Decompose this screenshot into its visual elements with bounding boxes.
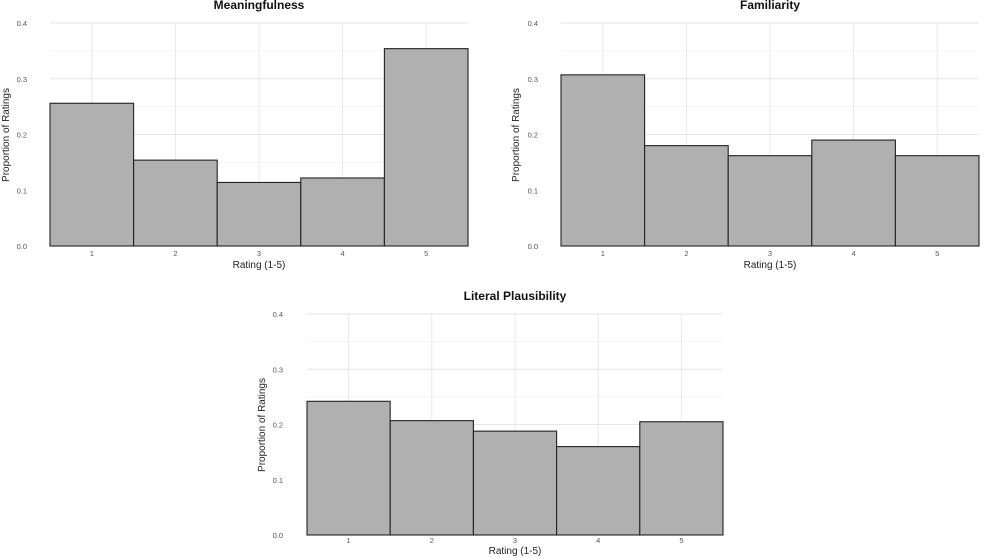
bar-rating-2: [133, 159, 218, 247]
x-tick-label: 1: [601, 249, 605, 258]
x-tick-label: 2: [684, 249, 688, 258]
y-axis-label: Proportion of Ratings: [1, 88, 12, 182]
bar-rating-5: [383, 48, 469, 247]
x-axis-ticks: 1 2 3 4 5: [601, 249, 940, 258]
y-tick-label: 0.0: [528, 242, 538, 251]
chart-title: Familiarity: [740, 0, 800, 12]
y-axis-label: Proportion of Ratings: [511, 88, 522, 182]
bar-series: [49, 48, 469, 247]
x-tick-label: 5: [424, 249, 428, 258]
bar-rating-2: [644, 145, 729, 247]
x-tick-label: 3: [768, 249, 772, 258]
bar-rating-2: [389, 420, 474, 536]
x-tick-label: 4: [596, 536, 600, 545]
y-tick-label: 0.4: [273, 310, 283, 319]
x-axis-ticks: 1 2 3 4 5: [347, 536, 684, 545]
bar-rating-3: [216, 181, 302, 247]
bar-rating-5: [894, 155, 980, 247]
chart-familiarity: Familiarity Proportion of Ratings Rating…: [511, 0, 980, 271]
chart-literal-plausibility: Literal Plausibility Proportion of Ratin…: [257, 289, 724, 557]
bar-rating-4: [300, 177, 385, 247]
bar-series: [560, 74, 980, 247]
y-tick-label: 0.2: [17, 131, 27, 140]
y-tick-label: 0.1: [17, 186, 27, 195]
x-axis-ticks: 1 2 3 4 5: [90, 249, 429, 258]
y-tick-label: 0.3: [528, 75, 538, 84]
y-tick-label: 0.1: [528, 186, 538, 195]
x-axis-label: Rating (1-5): [744, 260, 797, 271]
y-tick-label: 0.1: [273, 476, 283, 485]
x-tick-label: 2: [173, 249, 177, 258]
bar-rating-4: [556, 446, 641, 536]
x-tick-label: 4: [341, 249, 345, 258]
y-axis-ticks: 0.0 0.1 0.2 0.3 0.4: [528, 19, 538, 251]
bar-rating-1: [306, 400, 391, 536]
y-axis-ticks: 0.0 0.1 0.2 0.3 0.4: [273, 310, 283, 540]
chart-title: Literal Plausibility: [464, 289, 567, 303]
x-axis-label: Rating (1-5): [489, 546, 542, 557]
x-tick-label: 5: [679, 536, 683, 545]
y-tick-label: 0.3: [17, 75, 27, 84]
y-tick-label: 0.0: [17, 242, 27, 251]
bar-rating-3: [727, 155, 813, 247]
x-tick-label: 3: [513, 536, 517, 545]
bar-rating-3: [472, 430, 558, 536]
bar-series: [306, 400, 724, 536]
x-tick-label: 1: [90, 249, 94, 258]
x-tick-label: 5: [935, 249, 939, 258]
y-axis-label: Proportion of Ratings: [257, 378, 268, 472]
bar-rating-5: [639, 421, 724, 536]
y-tick-label: 0.2: [273, 421, 283, 430]
bar-rating-1: [49, 102, 135, 247]
y-tick-label: 0.3: [273, 365, 283, 374]
chart-meaningfulness: Meaningfulness Proportion of Ratings Rat…: [1, 0, 469, 271]
x-axis-label: Rating (1-5): [233, 260, 286, 271]
bar-rating-4: [811, 139, 896, 247]
chart-title: Meaningfulness: [214, 0, 305, 12]
x-tick-label: 1: [347, 536, 351, 545]
y-tick-label: 0.0: [273, 531, 283, 540]
x-tick-label: 2: [430, 536, 434, 545]
y-tick-label: 0.4: [17, 19, 27, 28]
y-tick-label: 0.2: [528, 131, 538, 140]
x-tick-label: 3: [257, 249, 261, 258]
y-axis-ticks: 0.0 0.1 0.2 0.3 0.4: [17, 19, 27, 251]
bar-rating-1: [560, 74, 646, 247]
y-tick-label: 0.4: [528, 19, 538, 28]
x-tick-label: 4: [852, 249, 856, 258]
